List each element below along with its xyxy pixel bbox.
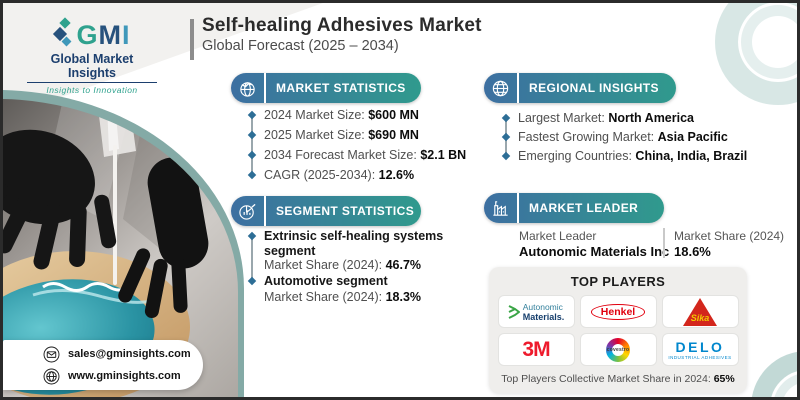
globe-chart-icon [231, 73, 264, 103]
gmi-logo: GMI Global Market Insights Insights to I… [27, 17, 157, 95]
market-statistics-banner: MARKET STATISTICS [231, 73, 421, 103]
bullet [247, 150, 257, 160]
banner-divider [264, 196, 266, 226]
stat-row: 2024 Market Size: $600 MN [264, 108, 419, 122]
stat-row: CAGR (2025-2034): 12.6% [264, 168, 415, 182]
market-leader-label: Market Leader [519, 229, 597, 243]
bullet [501, 113, 511, 123]
segment-name: Extrinsic self-healing systems segment [264, 229, 444, 258]
page-subtitle: Global Forecast (2025 – 2034) [202, 38, 399, 54]
segment-statistics-banner: SEGMENT STATISTICS [231, 196, 421, 226]
stat-row: Emerging Countries: China, India, Brazil [518, 149, 748, 163]
market-statistics-title: MARKET STATISTICS [276, 81, 406, 95]
bullet [501, 151, 511, 161]
stat-row: Largest Market: North America [518, 111, 694, 125]
player-card-sika: Sika [661, 295, 739, 328]
banner-divider [264, 73, 266, 103]
top-right-ring-decoration [715, 3, 797, 105]
gmi-wordmark: GMI [76, 20, 131, 50]
player-card-henkel: Henkel [579, 295, 657, 328]
sika-logo: Sika [683, 297, 717, 326]
bottom-right-ring-decoration [751, 351, 797, 397]
market-share-label: Market Share (2024) [674, 229, 785, 243]
market-share-value: 18.6% [674, 244, 711, 259]
contact-email[interactable]: sales@gminsights.com [68, 348, 191, 360]
player-card-autonomic-materials: Autonomic Materials. [497, 295, 575, 328]
stat-row: 2034 Forecast Market Size: $2.1 BN [264, 148, 467, 162]
bullet [247, 130, 257, 140]
autonomic-arrow-icon [508, 304, 520, 319]
stat-row: 2025 Market Size: $690 MN [264, 128, 419, 142]
market-leader-title: MARKET LEADER [529, 201, 639, 215]
market-leader-banner: MARKET LEADER [484, 193, 664, 223]
title-accent-bar [190, 19, 194, 60]
delo-logo: DELO INDUSTRIAL ADHESIVES [668, 338, 732, 360]
covestro-logo: covestro [606, 337, 630, 362]
bullet [247, 110, 257, 120]
envelope-icon [43, 346, 60, 362]
top-players-footer: Top Players Collective Market Share in 2… [501, 373, 735, 385]
regional-insights-title: REGIONAL INSIGHTS [529, 81, 659, 95]
bullet [247, 170, 257, 180]
bullet [247, 231, 257, 241]
sika-triangle-icon [683, 297, 717, 326]
page-title: Self-healing Adhesives Market [202, 15, 482, 36]
brand-name: Global Market Insights [27, 52, 157, 83]
contact-website-row[interactable]: www.gminsights.com [43, 368, 203, 385]
3m-logo: 3M [522, 337, 550, 361]
top-players-grid: Autonomic Materials. Henkel Sika 3M [489, 295, 747, 366]
factory-icon [484, 193, 517, 223]
contact-website[interactable]: www.gminsights.com [68, 370, 181, 382]
resin-pour-illustration [3, 99, 209, 397]
market-leader-value: Autonomic Materials Inc [519, 244, 670, 259]
contact-email-row[interactable]: sales@gminsights.com [43, 346, 203, 363]
bullet [501, 132, 511, 142]
segment-name: Automotive segment [264, 274, 388, 288]
segment-statistics-title: SEGMENT STATISTICS [276, 204, 415, 218]
globe-icon [484, 73, 517, 103]
autonomic-logo-line2: Materials. [522, 311, 565, 322]
pie-chart-icon [231, 196, 264, 226]
banner-divider [517, 73, 519, 103]
player-card-3m: 3M [497, 333, 575, 366]
henkel-logo: Henkel [590, 303, 646, 320]
resin-pour-photo [3, 99, 238, 397]
top-players-box: TOP PLAYERS Autonomic Materials. Henkel [489, 267, 747, 393]
globe-web-icon [43, 368, 60, 384]
player-card-covestro: covestro [579, 333, 657, 366]
gmi-diamond-icon [53, 17, 73, 49]
contact-panel: sales@gminsights.com www.gminsights.com [3, 340, 203, 390]
brand-tagline: Insights to Innovation [46, 85, 138, 95]
top-players-title: TOP PLAYERS [570, 274, 666, 289]
market-statistics-connector [251, 115, 253, 176]
banner-divider [517, 193, 519, 223]
autonomic-logo-line1: Autonomic [522, 301, 563, 312]
segment-share: Market Share (2024): 46.7% [264, 258, 422, 272]
segment-statistics-connector [251, 236, 253, 281]
stat-row: Fastest Growing Market: Asia Pacific [518, 130, 728, 144]
market-leader-divider [663, 228, 665, 258]
regional-insights-banner: REGIONAL INSIGHTS [484, 73, 676, 103]
segment-share: Market Share (2024): 18.3% [264, 290, 422, 304]
bullet [247, 276, 257, 286]
player-card-delo: DELO INDUSTRIAL ADHESIVES [661, 333, 739, 366]
